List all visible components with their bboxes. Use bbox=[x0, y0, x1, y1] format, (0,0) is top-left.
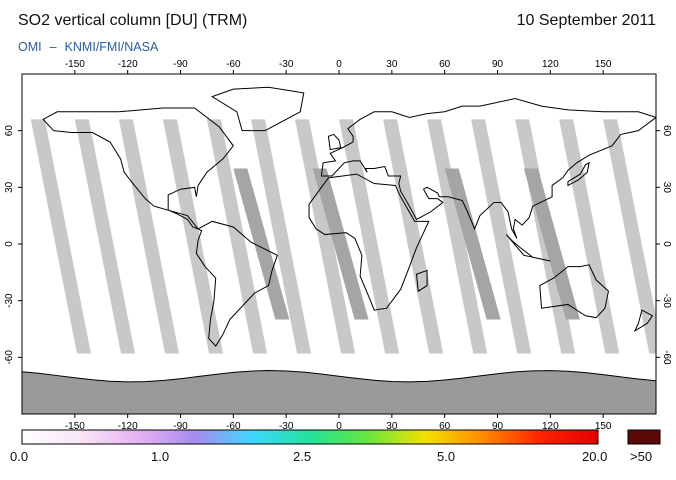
coast-indonesia bbox=[505, 234, 551, 262]
orbit-swath bbox=[250, 119, 312, 354]
coast-madagascar bbox=[415, 269, 428, 293]
lon-label-top: 150 bbox=[595, 59, 612, 70]
orbit-swath bbox=[162, 119, 224, 354]
antarctica bbox=[22, 370, 656, 414]
coastlines bbox=[42, 86, 656, 347]
lon-label-bottom: 90 bbox=[492, 421, 504, 432]
lon-label-top: -30 bbox=[279, 59, 294, 70]
lon-label-top: 60 bbox=[439, 59, 451, 70]
colorbar-label: 5.0 bbox=[437, 449, 456, 464]
coast-greenland bbox=[211, 86, 305, 132]
lat-label-right: 0 bbox=[661, 241, 672, 247]
lon-label-bottom: 60 bbox=[439, 421, 451, 432]
swath-overlap bbox=[523, 168, 580, 320]
lon-label-top: -60 bbox=[226, 59, 241, 70]
lon-label-bottom: -30 bbox=[279, 421, 294, 432]
lat-label-left: 30 bbox=[4, 181, 15, 193]
coast-south-america bbox=[195, 220, 278, 347]
lat-label-right: -60 bbox=[661, 350, 672, 365]
orbit-swath bbox=[30, 119, 91, 354]
lon-label-top: -150 bbox=[65, 59, 85, 70]
swath-overlap bbox=[233, 168, 290, 320]
lon-label-top: -120 bbox=[118, 59, 138, 70]
lon-label-bottom: 30 bbox=[386, 421, 398, 432]
swath-overlap bbox=[444, 168, 501, 320]
credit-dash: – bbox=[49, 40, 57, 54]
lat-label-right: 60 bbox=[661, 125, 672, 137]
coast-new-zealand bbox=[633, 309, 654, 333]
orbit-swath bbox=[74, 119, 135, 354]
lat-label-right: -30 bbox=[661, 293, 672, 308]
lon-label-bottom: -60 bbox=[226, 421, 241, 432]
orbit-swath bbox=[118, 119, 180, 354]
colorbar-gradient bbox=[21, 429, 599, 445]
lon-label-bottom: -120 bbox=[118, 421, 138, 432]
orbit-swath bbox=[471, 119, 532, 354]
coast-australia bbox=[539, 264, 609, 319]
lon-label-top: -90 bbox=[173, 59, 188, 70]
orbit-swath bbox=[339, 119, 400, 354]
lon-label-bottom: -150 bbox=[65, 421, 85, 432]
lon-label-bottom: -90 bbox=[173, 421, 188, 432]
lat-label-left: -30 bbox=[4, 293, 15, 308]
lat-label-left: -60 bbox=[4, 350, 15, 365]
lon-label-bottom: 150 bbox=[595, 421, 612, 432]
orbit-swaths bbox=[30, 119, 656, 354]
map-title: SO2 vertical column [DU] (TRM) bbox=[18, 12, 248, 29]
swath-overlap bbox=[312, 168, 369, 320]
colorbar-label: 2.5 bbox=[293, 449, 312, 464]
coast-uk bbox=[327, 133, 342, 151]
lon-label-top: 120 bbox=[542, 59, 559, 70]
credit-line: OMI – KNMI/FMI/NASA bbox=[18, 40, 158, 54]
lon-label-bottom: 0 bbox=[336, 421, 342, 432]
lon-label-top: 90 bbox=[492, 59, 504, 70]
map-date: 10 September 2011 bbox=[516, 12, 656, 29]
lon-label-bottom: 120 bbox=[542, 421, 559, 432]
lat-label-right: 30 bbox=[661, 182, 672, 194]
orbit-swath bbox=[383, 119, 444, 354]
orbit-swath bbox=[294, 119, 356, 354]
antarctica-fill bbox=[22, 370, 656, 414]
axis-ticks: -150 -150 -120 -120 -90 -90 -60 -60 -30 -30 0 0 30 30… bbox=[4, 59, 672, 432]
colorbar-overflow-label: >50 bbox=[630, 449, 653, 464]
orbit-swath bbox=[427, 119, 488, 354]
colorbar-overflow-swatch bbox=[627, 429, 661, 445]
coast-africa bbox=[308, 173, 430, 311]
colorbar-label: 0.0 bbox=[10, 449, 29, 464]
colorbar-label: 1.0 bbox=[151, 449, 170, 464]
coast-north-america bbox=[42, 107, 234, 230]
lat-label-left: 0 bbox=[4, 241, 15, 247]
credit-institutions: KNMI/FMI/NASA bbox=[64, 40, 159, 54]
coast-japan bbox=[567, 161, 590, 187]
coast-eurasia bbox=[320, 98, 656, 239]
credit-omi: OMI bbox=[18, 40, 42, 54]
lon-label-top: 30 bbox=[386, 59, 398, 70]
lat-label-left: 60 bbox=[4, 125, 15, 137]
lon-label-top: 0 bbox=[336, 59, 342, 70]
orbit-swath bbox=[603, 119, 656, 354]
colorbar-label: 20.0 bbox=[582, 449, 608, 464]
